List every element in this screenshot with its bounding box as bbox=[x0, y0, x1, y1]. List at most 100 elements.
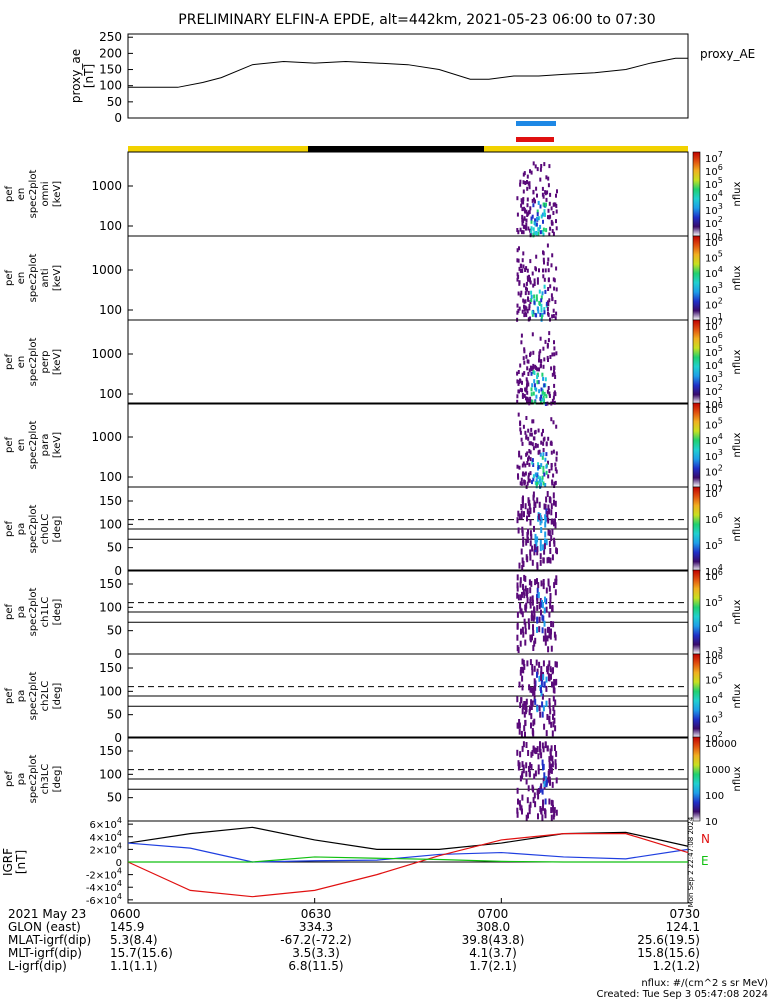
spec-data-cell bbox=[550, 807, 553, 814]
spec-ylabel: elapefpaspec2plotch1LC[deg] bbox=[0, 588, 63, 637]
spec-data-cell bbox=[553, 391, 556, 396]
spec-data-cell bbox=[519, 804, 522, 811]
proxy-ae-ylabel: proxy_ae[nT] bbox=[69, 49, 96, 103]
spec-data-cell bbox=[527, 475, 530, 480]
spec-data-cell bbox=[516, 248, 519, 253]
spec-data-cell bbox=[537, 200, 540, 205]
spec-data-cell bbox=[521, 200, 524, 204]
spec-data-cell bbox=[522, 741, 525, 748]
spec-data-cell bbox=[553, 540, 556, 547]
spec-data-cell bbox=[531, 634, 533, 641]
spec-data-cell bbox=[547, 183, 550, 188]
spec-data-cell bbox=[536, 706, 539, 713]
spec-data-cell bbox=[539, 230, 542, 235]
spec-data-cell bbox=[520, 628, 522, 635]
spec-data-cell bbox=[525, 554, 528, 561]
spec-data-cell bbox=[521, 441, 524, 446]
spec-data-cell bbox=[522, 560, 525, 567]
spec-data-cell bbox=[526, 186, 529, 191]
spec-data-cell bbox=[541, 229, 544, 234]
spec-data-cell bbox=[522, 583, 524, 590]
spec-data-cell bbox=[529, 602, 532, 609]
spec-data-cell bbox=[535, 254, 538, 259]
spec-data-cell bbox=[523, 283, 526, 288]
spec-data-cell bbox=[531, 332, 534, 337]
colorbar-tick: 103 bbox=[705, 448, 723, 463]
spec-data-cell bbox=[545, 228, 548, 233]
spec-data-cell bbox=[555, 209, 558, 214]
spec-data-cell bbox=[521, 626, 524, 633]
spec-data-cell bbox=[522, 588, 525, 595]
spec-data-cell bbox=[523, 711, 526, 718]
spec-data-cell bbox=[548, 673, 550, 680]
spec-data-cell bbox=[540, 387, 543, 392]
spec-data-cell bbox=[524, 708, 527, 715]
spec-data-cell bbox=[550, 721, 553, 728]
spec-data-cell bbox=[535, 294, 538, 299]
colorbar-tick: 105 bbox=[705, 594, 723, 609]
spec-data-cell bbox=[516, 394, 519, 399]
colorbar bbox=[692, 235, 701, 321]
spec-data-cell bbox=[522, 536, 525, 543]
spec-data-cell bbox=[544, 483, 547, 487]
spec-data-cell bbox=[536, 616, 539, 623]
spec-data-cell bbox=[520, 290, 523, 295]
spec-data-cell bbox=[530, 226, 533, 231]
spec-data-cell bbox=[516, 379, 519, 384]
spec-data-cell bbox=[555, 351, 558, 356]
spec-data-cell bbox=[547, 436, 550, 441]
spec-data-cell bbox=[548, 776, 551, 783]
spec-data-cell bbox=[547, 626, 549, 633]
footer-cell: MLAT-igrf(dip) bbox=[8, 933, 91, 947]
spec-data-cell bbox=[516, 228, 519, 232]
spec-data-cell bbox=[526, 383, 528, 388]
spec-data-cell bbox=[548, 391, 551, 396]
spec-data-cell bbox=[548, 626, 551, 633]
spec-data-cell bbox=[528, 510, 531, 517]
spec-data-cell bbox=[519, 387, 522, 392]
spec-data-cell bbox=[526, 268, 529, 273]
spec-data-cell bbox=[538, 268, 540, 273]
spec-data-cell bbox=[550, 509, 553, 516]
spec-data-cell bbox=[549, 284, 552, 289]
spec-data-cell bbox=[541, 390, 544, 395]
spec-ytick: 100 bbox=[99, 387, 122, 401]
colorbar-tick: 101 bbox=[705, 479, 723, 494]
spec-data-cell bbox=[536, 443, 539, 448]
spec-data-cell bbox=[528, 304, 531, 308]
spec-data-cell bbox=[525, 386, 528, 391]
spec-data-cell bbox=[537, 582, 540, 589]
spec-data-cell bbox=[531, 669, 534, 676]
spec-data-cell bbox=[555, 547, 558, 554]
footer-cell: 0730 bbox=[669, 907, 700, 921]
spec-data-cell bbox=[527, 428, 530, 433]
spec-data-cell bbox=[516, 807, 519, 814]
spec-data-cell bbox=[526, 197, 529, 202]
spec-data-cell bbox=[551, 755, 554, 762]
spec-data-cell bbox=[516, 696, 519, 703]
spec-data-cell bbox=[535, 186, 538, 191]
spec-data-cell bbox=[543, 284, 546, 289]
spec-data-cell bbox=[543, 607, 546, 614]
spec-data-cell bbox=[527, 750, 530, 756]
spec-data-cell bbox=[539, 349, 542, 354]
spec-data-cell bbox=[525, 281, 528, 286]
footer-cell: GLON (east) bbox=[8, 920, 81, 934]
spec-data-cell bbox=[517, 291, 520, 296]
spec-data-cell bbox=[527, 457, 529, 462]
spec-data-cell bbox=[548, 201, 551, 206]
spec-data-cell bbox=[541, 711, 544, 718]
colorbar-tick: 102 bbox=[705, 215, 723, 230]
spec-data-cell bbox=[530, 432, 533, 437]
spec-data-cell bbox=[542, 674, 545, 681]
colorbar-tick: 105 bbox=[705, 417, 723, 432]
spec-data-cell bbox=[526, 203, 529, 208]
colorbar-tick: 104 bbox=[705, 432, 723, 447]
spec-data-cell bbox=[542, 557, 545, 564]
spec-data-cell bbox=[527, 528, 529, 535]
spec-data-cell bbox=[543, 162, 546, 167]
spec-data-cell bbox=[523, 574, 526, 581]
spec-data-cell bbox=[544, 531, 547, 538]
spec-data-cell bbox=[521, 388, 523, 393]
spec-data-cell bbox=[543, 307, 546, 312]
